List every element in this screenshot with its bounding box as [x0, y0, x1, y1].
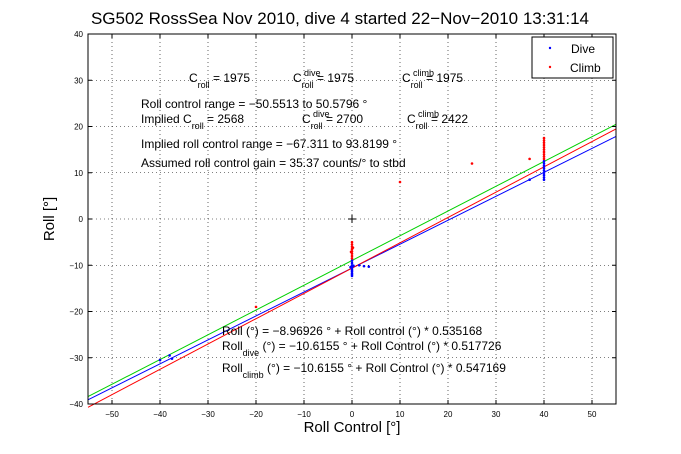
data-point-climb	[350, 257, 354, 260]
y-tick-label: 30	[74, 76, 83, 85]
data-point-climb	[398, 180, 402, 184]
y-tick-label: −30	[69, 354, 83, 363]
annotation-gain: Assumed roll control gain = 35.37 counts…	[141, 156, 406, 170]
data-point-dive	[350, 274, 354, 278]
data-point-dive	[350, 259, 354, 262]
annotation-implied-dive: Croll = 2700	[302, 112, 363, 131]
y-tick-label: −20	[69, 308, 83, 317]
annotation-croll-climb: Croll = 1975	[402, 71, 463, 90]
data-point-dive	[350, 269, 354, 273]
x-axis-label: Roll Control [°]	[304, 419, 401, 436]
data-point-dive	[168, 354, 171, 357]
legend-marker-climb	[548, 65, 552, 69]
legend-marker-dive	[548, 46, 552, 50]
data-point-dive	[357, 263, 361, 267]
annotation-croll-climb-sup: climb	[413, 68, 434, 78]
data-point-dive	[542, 166, 546, 170]
x-tick-label: 50	[588, 410, 597, 419]
data-point-climb	[470, 162, 474, 165]
data-point-dive	[542, 176, 546, 179]
legend-box	[531, 36, 614, 79]
annotation-implied-dive-sup: dive	[313, 109, 330, 119]
data-point-climb	[542, 150, 546, 154]
data-point-dive	[367, 265, 371, 268]
annotation-croll: Croll = 1975	[189, 71, 250, 90]
legend-label-dive: Dive	[571, 42, 595, 56]
annotation-eq2: Rolldive (°) = −10.6155 ° + Roll Control…	[222, 339, 502, 358]
data-point-dive	[349, 265, 352, 269]
data-point-climb	[542, 152, 546, 156]
data-point-climb	[350, 254, 354, 258]
data-point-dive	[542, 162, 546, 165]
annotation-implied-range: Implied roll control range = −67.311 to …	[141, 137, 397, 151]
annotation-implied: Implied Croll = 2568	[141, 112, 244, 131]
y-axis-label: Roll [°]	[41, 197, 58, 241]
x-tick-label: −50	[105, 410, 119, 419]
data-point-climb	[528, 157, 531, 161]
x-tick-label: −10	[297, 410, 311, 419]
data-point-dive	[542, 173, 546, 177]
x-tick-label: 10	[396, 410, 405, 419]
data-point-dive	[542, 159, 546, 163]
annotation-implied-climb: Croll = 2422	[407, 112, 468, 131]
data-point-climb	[350, 243, 354, 246]
x-tick-label: 0	[350, 410, 355, 419]
data-point-dive	[542, 169, 546, 172]
data-point-dive	[528, 178, 531, 181]
annotation-implied-climb-sup: climb	[418, 109, 439, 119]
annotations: Croll = 1975 dive Croll = 1975 climb Cro…	[141, 68, 506, 380]
y-tick-label: 40	[74, 30, 83, 39]
y-tick-label: 20	[74, 123, 83, 132]
annotation-croll-dive-sup: dive	[304, 68, 321, 78]
annotation-range: Roll control range = −50.5513 to 50.5796…	[141, 97, 367, 111]
legend-label-climb: Climb	[570, 61, 601, 75]
legend: Dive Climb	[531, 36, 614, 79]
plot-frame	[87, 33, 617, 405]
x-tick-label: 20	[444, 410, 453, 419]
y-tick-label: −10	[69, 261, 83, 270]
annotation-eq1: Roll (°) = −8.96926 ° + Roll control (°)…	[222, 324, 483, 338]
data-point-dive	[542, 171, 546, 175]
annotation-croll-dive: Croll = 1975	[293, 71, 354, 90]
data-point-climb	[542, 155, 546, 158]
y-tick-label: −40	[69, 400, 83, 409]
data-point-climb	[350, 240, 354, 244]
x-tick-label: −20	[249, 410, 263, 419]
data-point-climb	[351, 246, 355, 249]
data-point-climb	[542, 139, 546, 142]
x-tick-label: −40	[153, 410, 167, 419]
data-point-climb	[349, 250, 353, 254]
data-point-dive	[350, 261, 354, 265]
data-point-dive	[362, 264, 366, 268]
y-tick-label: 10	[74, 169, 83, 178]
x-tick-label: 30	[492, 410, 501, 419]
data-points	[158, 136, 546, 362]
data-point-climb	[542, 141, 546, 144]
data-point-climb	[542, 148, 546, 151]
annotation-eq3: Rollclimb (°) = −10.6155 ° + Roll Contro…	[222, 361, 506, 380]
data-point-dive	[158, 358, 162, 362]
data-point-dive	[352, 264, 355, 268]
y-tick-label: 0	[79, 215, 84, 224]
data-point-climb	[542, 143, 546, 147]
x-tick-label: −30	[201, 410, 215, 419]
data-point-dive	[542, 164, 546, 168]
data-point-climb	[542, 146, 546, 149]
data-point-climb	[254, 305, 258, 309]
x-tick-label: 40	[540, 410, 549, 419]
chart-title: SG502 RossSea Nov 2010, dive 4 started 2…	[91, 9, 589, 28]
data-point-climb	[542, 157, 546, 161]
data-point-climb	[542, 136, 546, 140]
data-point-dive	[542, 178, 546, 181]
data-point-dive	[170, 357, 174, 360]
